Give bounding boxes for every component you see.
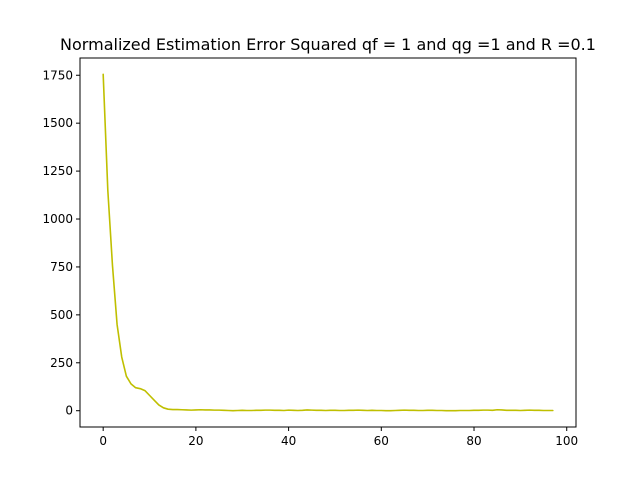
x-tick-label: 40 (281, 434, 296, 448)
x-tick-label: 100 (555, 434, 578, 448)
y-tick-label: 1000 (42, 212, 73, 226)
x-tick-label: 80 (466, 434, 481, 448)
chart-title: Normalized Estimation Error Squared qf =… (60, 35, 596, 54)
y-axis: 0 250 500 750 1000 1250 1500 1750 (42, 68, 80, 418)
y-tick-label: 250 (50, 356, 73, 370)
y-tick-label: 1250 (42, 164, 73, 178)
axes-background (80, 58, 576, 427)
plot-area: 0 20 40 60 80 100 0 250 500 750 1000 1250 1500 1750 (42, 57, 578, 448)
y-tick-label: 1500 (42, 116, 73, 130)
series-layer (102, 73, 554, 412)
x-axis: 0 20 40 60 80 100 (99, 427, 578, 448)
x-tick-label: 20 (188, 434, 203, 448)
series-line (102, 73, 554, 412)
y-tick-label: 500 (50, 308, 73, 322)
x-tick-label: 0 (99, 434, 107, 448)
y-tick-label: 0 (65, 404, 73, 418)
x-tick-label: 60 (374, 434, 389, 448)
axes-frame (79, 57, 577, 428)
y-tick-label: 1750 (42, 68, 73, 82)
y-tick-label: 750 (50, 260, 73, 274)
